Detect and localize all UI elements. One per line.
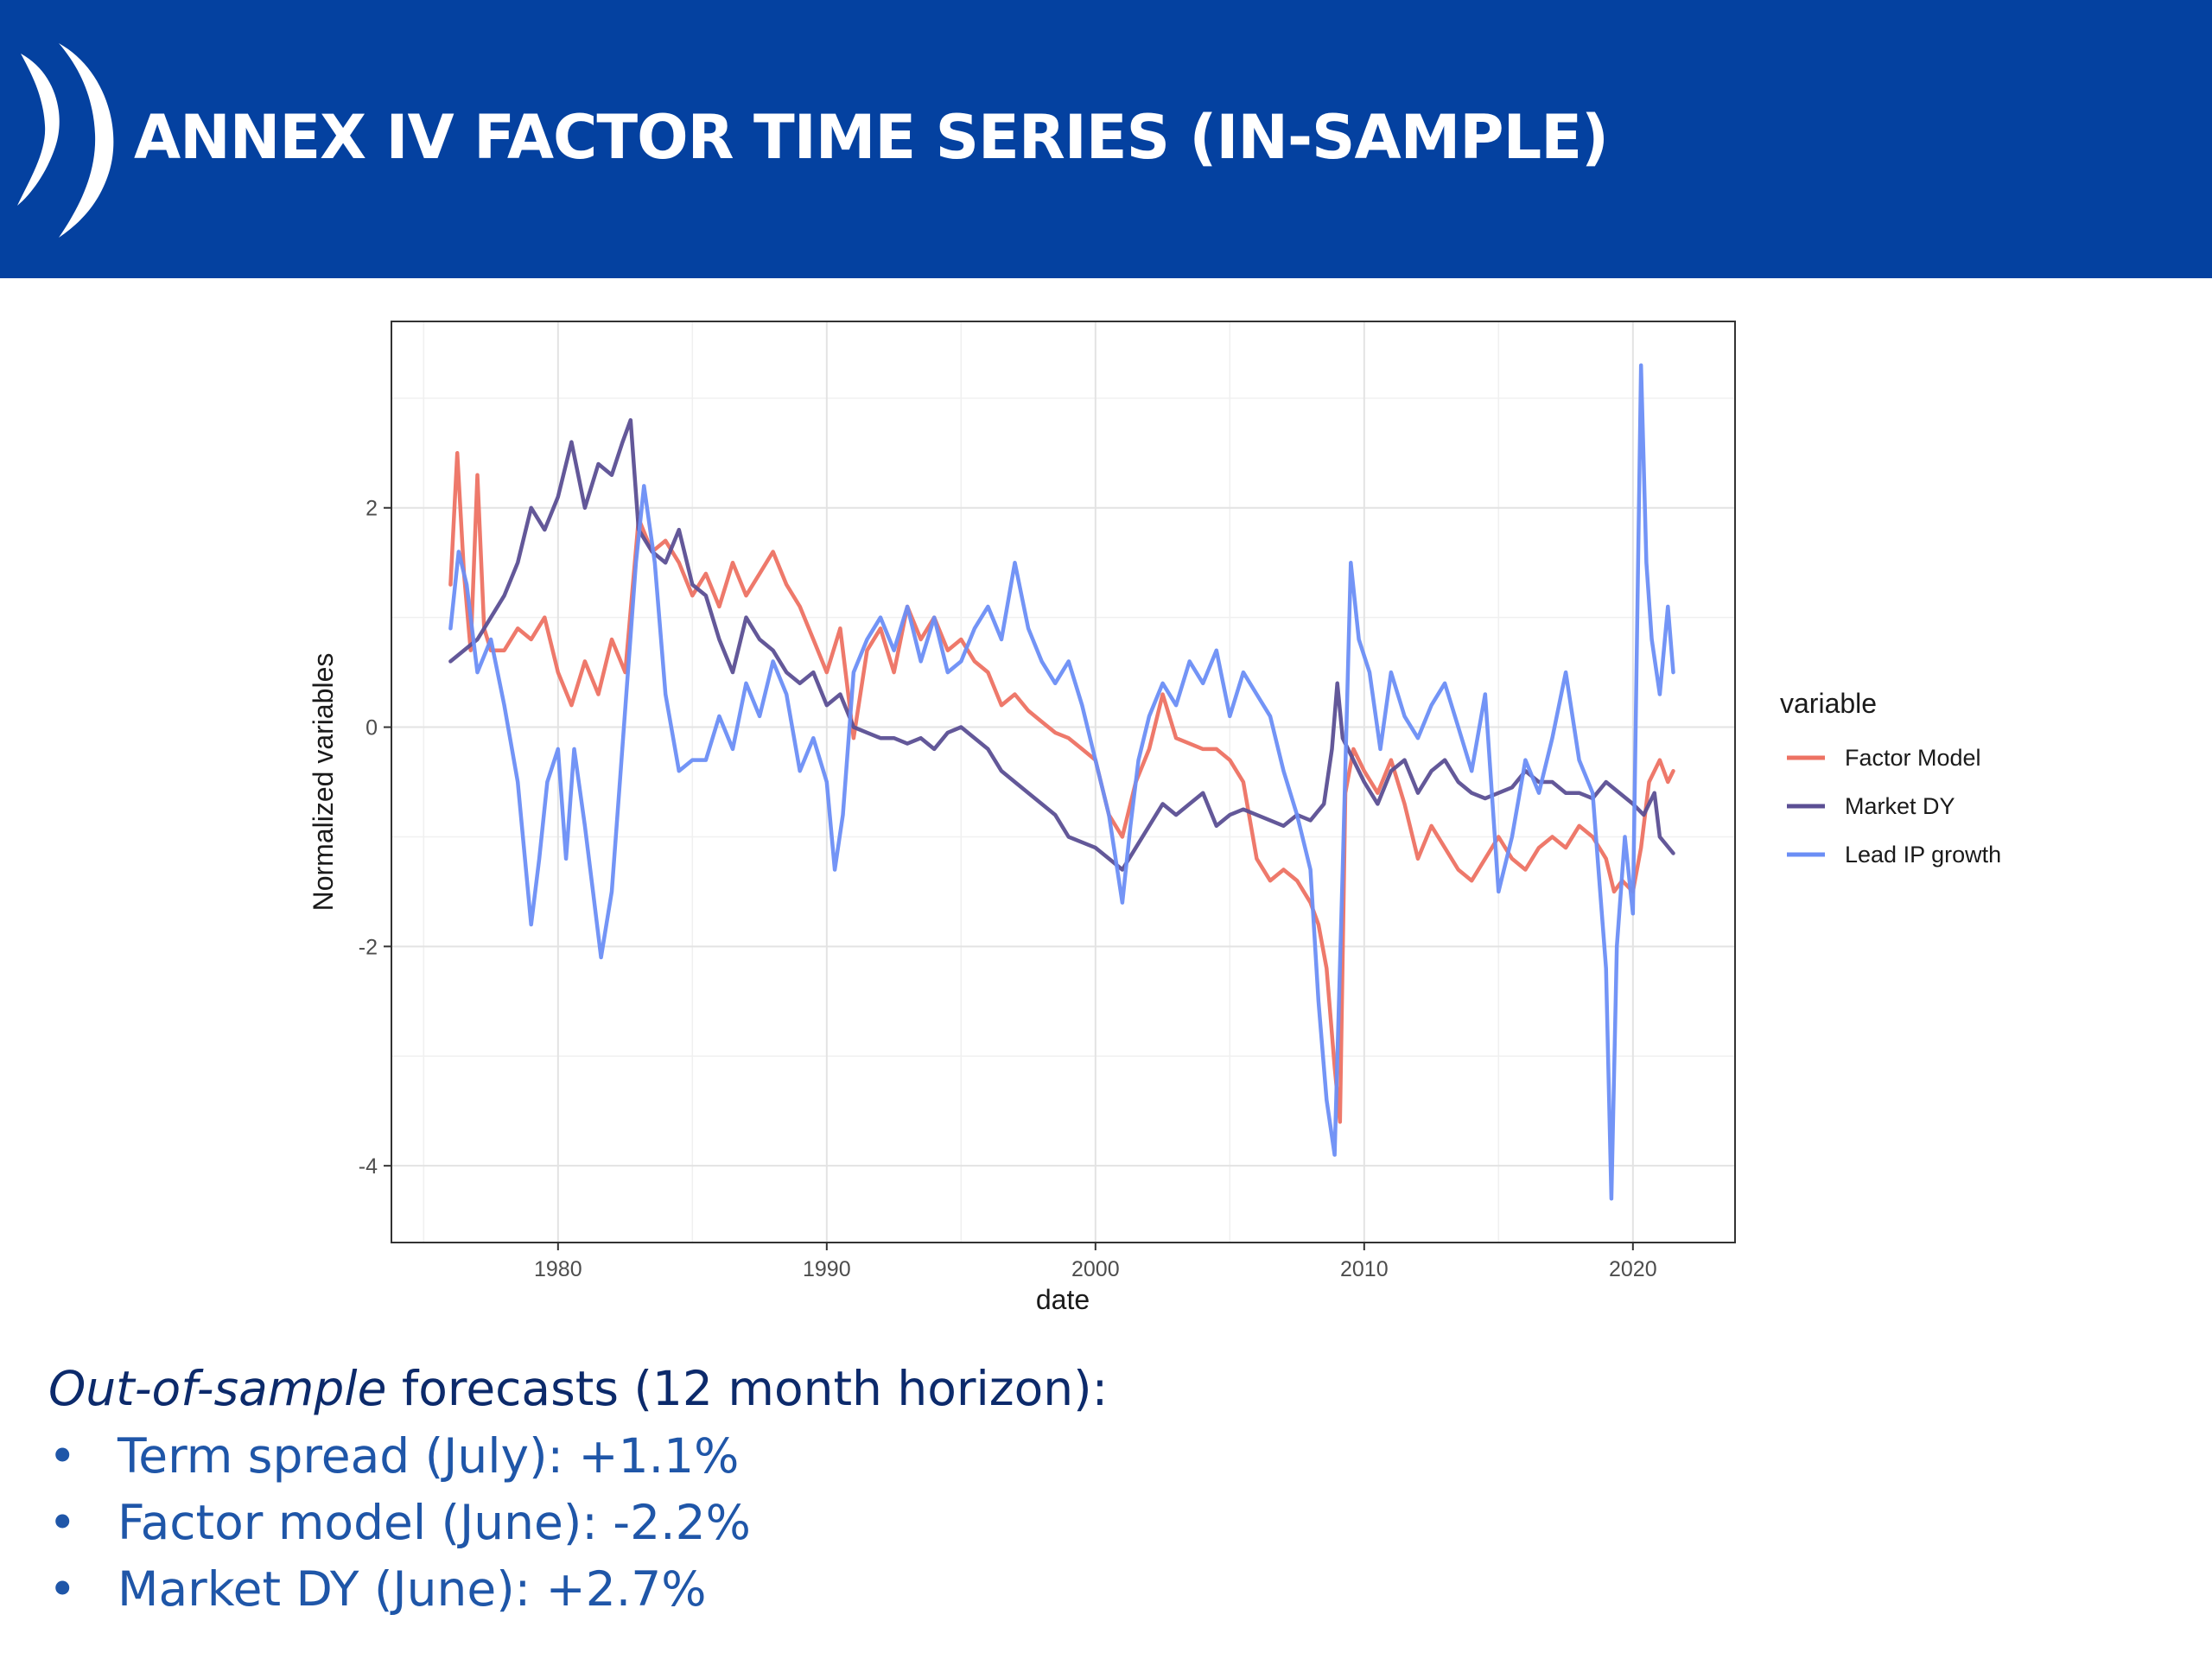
x-tick-label: 1980	[534, 1257, 582, 1281]
legend-label: Lead IP growth	[1845, 842, 2001, 868]
x-tick-label: 2020	[1609, 1257, 1657, 1281]
legend-title: variable	[1780, 688, 1877, 719]
forecast-item-term-spread: • Term spread (July): +1.1%	[48, 1423, 2122, 1490]
slide-header: ANNEX IV FACTOR TIME SERIES (IN-SAMPLE)	[0, 0, 2212, 278]
x-axis-title: date	[1036, 1284, 1090, 1315]
y-tick-label: 2	[365, 497, 378, 521]
x-axis-ticks: 1980 1990 2000 2010 2020	[534, 1243, 1657, 1281]
x-tick-label: 1990	[803, 1257, 851, 1281]
forecast-notes: Out-of-sample forecasts (12 month horizo…	[48, 1361, 2122, 1623]
forecast-intro: Out-of-sample forecasts (12 month horizo…	[48, 1361, 2122, 1416]
y-tick-label: 0	[365, 716, 378, 741]
forecast-list: • Term spread (July): +1.1% • Factor model…	[48, 1423, 2122, 1623]
bullet-icon: •	[48, 1495, 77, 1550]
forecast-item-text: Market DY (June): +2.7%	[118, 1561, 707, 1617]
series-lines	[448, 363, 1675, 1201]
bullet-icon: •	[48, 1561, 77, 1617]
double-parenthesis-logo-icon	[17, 43, 114, 238]
series-line-lead-ip-growth	[448, 363, 1675, 1201]
forecast-item-market-dy: • Market DY (June): +2.7%	[48, 1556, 2122, 1623]
x-tick-label: 2010	[1340, 1257, 1389, 1281]
slide-title: ANNEX IV FACTOR TIME SERIES (IN-SAMPLE)	[134, 102, 1609, 173]
bullet-icon: •	[48, 1428, 77, 1484]
forecast-intro-text: forecasts (12 month horizon):	[386, 1361, 1109, 1416]
forecast-intro-italic: Out-of-sample	[48, 1361, 387, 1416]
plot-panel	[391, 321, 1735, 1243]
y-tick-label: -2	[359, 935, 378, 959]
legend-label: Factor Model	[1845, 745, 1981, 771]
forecast-item-text: Factor model (June): -2.2%	[118, 1495, 751, 1550]
x-tick-label: 2000	[1071, 1257, 1120, 1281]
y-axis-ticks: -4 -2 0 2	[359, 497, 391, 1179]
forecast-item-factor-model: • Factor model (June): -2.2%	[48, 1490, 2122, 1556]
y-tick-label: -4	[359, 1154, 378, 1179]
legend-label: Market DY	[1845, 793, 1955, 819]
plot-border	[391, 321, 1736, 1243]
y-axis-title: Normalized variables	[308, 653, 339, 912]
series-line-market-dy	[448, 417, 1675, 872]
factor-time-series-chart: -4 -2 0 2 1980 1990 2000 2010 2020 date Normali…	[308, 321, 2001, 1315]
legend: variable Factor Model Market DY Lead IP gr…	[1780, 688, 2001, 868]
forecast-item-text: Term spread (July): +1.1%	[118, 1428, 740, 1484]
